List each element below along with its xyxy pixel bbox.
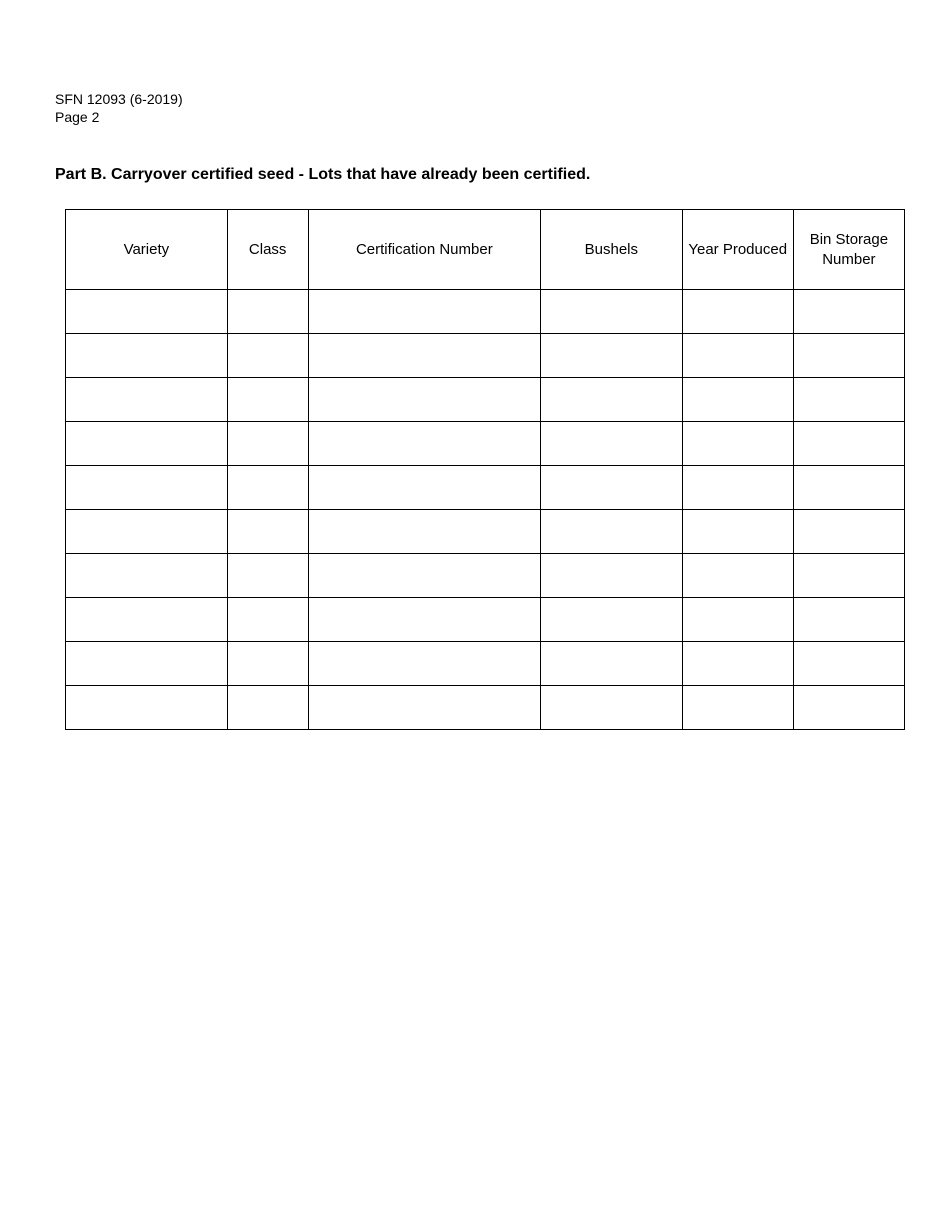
cell-year[interactable] [682,598,793,642]
cell-bushels[interactable] [541,466,683,510]
cell-bin[interactable] [793,642,904,686]
table-row [66,290,905,334]
cell-class[interactable] [227,642,308,686]
cell-bin[interactable] [793,598,904,642]
cell-class[interactable] [227,422,308,466]
table-row [66,334,905,378]
cell-variety[interactable] [66,290,228,334]
cell-class[interactable] [227,334,308,378]
cell-cert[interactable] [308,334,540,378]
cell-bushels[interactable] [541,334,683,378]
cell-bin[interactable] [793,466,904,510]
carryover-seed-table: Variety Class Certification Number Bushe… [65,209,905,730]
cell-variety[interactable] [66,334,228,378]
table-header-row: Variety Class Certification Number Bushe… [66,210,905,290]
cell-bin[interactable] [793,686,904,730]
table-row [66,378,905,422]
cell-bushels[interactable] [541,510,683,554]
cell-bin[interactable] [793,290,904,334]
cell-variety[interactable] [66,686,228,730]
section-title: Part B. Carryover certified seed - Lots … [55,166,895,184]
col-header-bushels: Bushels [541,210,683,290]
cell-variety[interactable] [66,422,228,466]
table-body [66,290,905,730]
cell-year[interactable] [682,334,793,378]
cell-variety[interactable] [66,466,228,510]
cell-class[interactable] [227,598,308,642]
cell-variety[interactable] [66,642,228,686]
cell-bushels[interactable] [541,554,683,598]
cell-bin[interactable] [793,554,904,598]
cell-bushels[interactable] [541,378,683,422]
table-row [66,554,905,598]
form-header: SFN 12093 (6-2019) Page 2 [55,90,895,126]
cell-bin[interactable] [793,334,904,378]
table-row [66,466,905,510]
cell-class[interactable] [227,378,308,422]
cell-cert[interactable] [308,290,540,334]
cell-bin[interactable] [793,510,904,554]
cell-class[interactable] [227,290,308,334]
cell-variety[interactable] [66,598,228,642]
cell-variety[interactable] [66,510,228,554]
cell-year[interactable] [682,554,793,598]
cell-cert[interactable] [308,642,540,686]
cell-bushels[interactable] [541,642,683,686]
cell-year[interactable] [682,686,793,730]
cell-year[interactable] [682,466,793,510]
cell-bin[interactable] [793,422,904,466]
cell-class[interactable] [227,554,308,598]
cell-cert[interactable] [308,510,540,554]
cell-variety[interactable] [66,554,228,598]
cell-cert[interactable] [308,598,540,642]
col-header-certification-number: Certification Number [308,210,540,290]
page-number: Page 2 [55,108,895,126]
col-header-year-produced: Year Produced [682,210,793,290]
table-row [66,598,905,642]
cell-year[interactable] [682,378,793,422]
cell-bushels[interactable] [541,422,683,466]
cell-cert[interactable] [308,378,540,422]
cell-cert[interactable] [308,686,540,730]
table-row [66,510,905,554]
col-header-bin-storage-number: Bin Storage Number [793,210,904,290]
col-header-variety: Variety [66,210,228,290]
cell-variety[interactable] [66,378,228,422]
cell-cert[interactable] [308,422,540,466]
cell-bushels[interactable] [541,598,683,642]
cell-bushels[interactable] [541,290,683,334]
cell-cert[interactable] [308,466,540,510]
cell-year[interactable] [682,510,793,554]
col-header-class: Class [227,210,308,290]
cell-year[interactable] [682,290,793,334]
cell-year[interactable] [682,422,793,466]
cell-cert[interactable] [308,554,540,598]
cell-year[interactable] [682,642,793,686]
table-row [66,642,905,686]
cell-bushels[interactable] [541,686,683,730]
cell-class[interactable] [227,510,308,554]
cell-bin[interactable] [793,378,904,422]
table-row [66,422,905,466]
cell-class[interactable] [227,466,308,510]
table-row [66,686,905,730]
cell-class[interactable] [227,686,308,730]
form-number: SFN 12093 (6-2019) [55,90,895,108]
